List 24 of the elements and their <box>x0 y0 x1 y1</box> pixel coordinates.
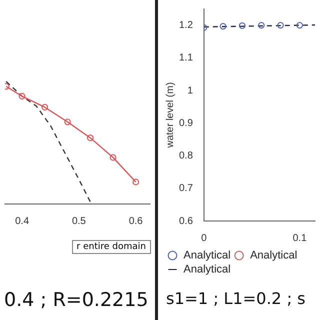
y-tick-label: 1.2 <box>178 20 194 32</box>
y-tick-label: 0.9 <box>178 118 194 129</box>
legend-label: Analytical <box>250 250 298 262</box>
y-tick-label: 1 <box>187 85 194 96</box>
y-tick-label: 0.7 <box>178 183 194 194</box>
y-tick-label: 0.8 <box>178 150 194 162</box>
point <box>132 178 140 186</box>
point <box>86 134 94 142</box>
text: r entire domain <box>72 240 151 254</box>
x-tick-label: 0.4 <box>15 216 30 227</box>
point <box>110 154 116 161</box>
legend-label: Analytical <box>184 250 231 262</box>
point <box>42 104 48 111</box>
x-tick-label: 0.6 <box>128 216 144 227</box>
x-tick-label: 0.1 <box>292 232 308 244</box>
y-axis-title: water level (m) <box>164 82 176 149</box>
x-tick-label: 0.5 <box>72 216 86 227</box>
text: s1=1 ; L1=0.2 ; s <box>166 289 306 308</box>
point <box>18 92 26 100</box>
legend-label: Analytical <box>184 264 231 276</box>
text: 0.4 ; R=0.2215 <box>4 289 148 311</box>
point <box>64 118 71 126</box>
x-tick-label: 0 <box>201 232 208 244</box>
y-tick-label: 1.1 <box>178 52 194 64</box>
